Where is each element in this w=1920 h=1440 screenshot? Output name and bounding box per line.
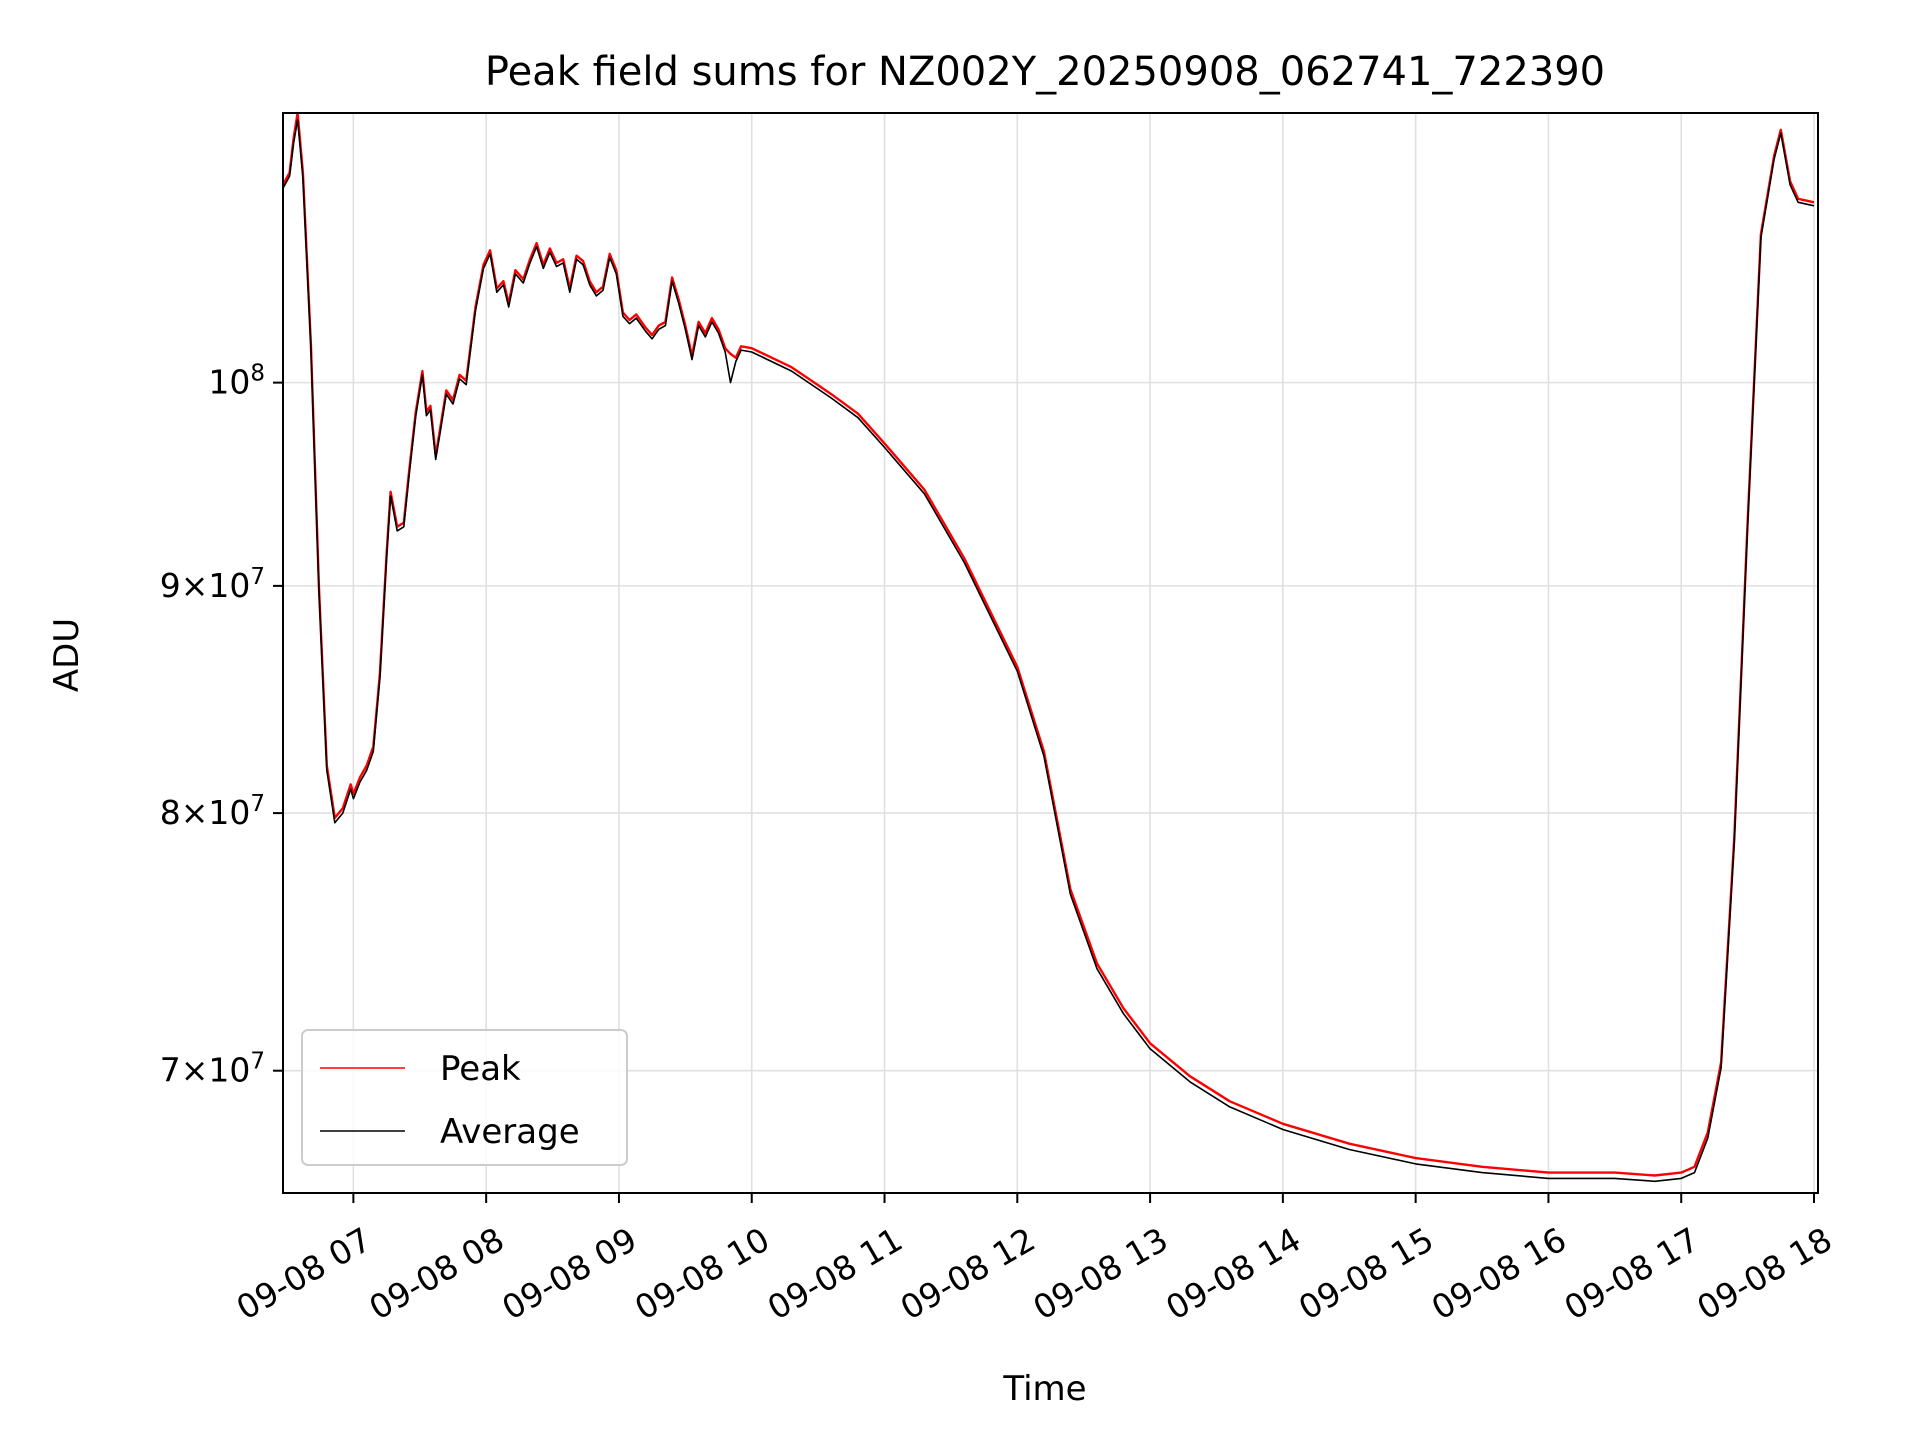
y-tick-label: 108: [208, 361, 265, 402]
chart-title: Peak field sums for NZ002Y_20250908_0627…: [485, 49, 1605, 95]
legend-label-peak: Peak: [440, 1049, 521, 1089]
series-layer: [281, 111, 1815, 1183]
x-axis-label: Time: [1002, 1369, 1086, 1409]
y-tick-label: 7×107: [160, 1049, 265, 1090]
y-tick-label: 8×107: [160, 791, 265, 832]
legend: Peak Average: [301, 1029, 628, 1166]
series-line-average: [282, 118, 1815, 1183]
y-tick-label: 9×107: [160, 564, 265, 605]
y-axis-label: ADU: [47, 618, 87, 692]
grid-layer: [283, 113, 1818, 1193]
legend-label-average: Average: [440, 1112, 580, 1152]
plot-frame: [282, 112, 1819, 1194]
